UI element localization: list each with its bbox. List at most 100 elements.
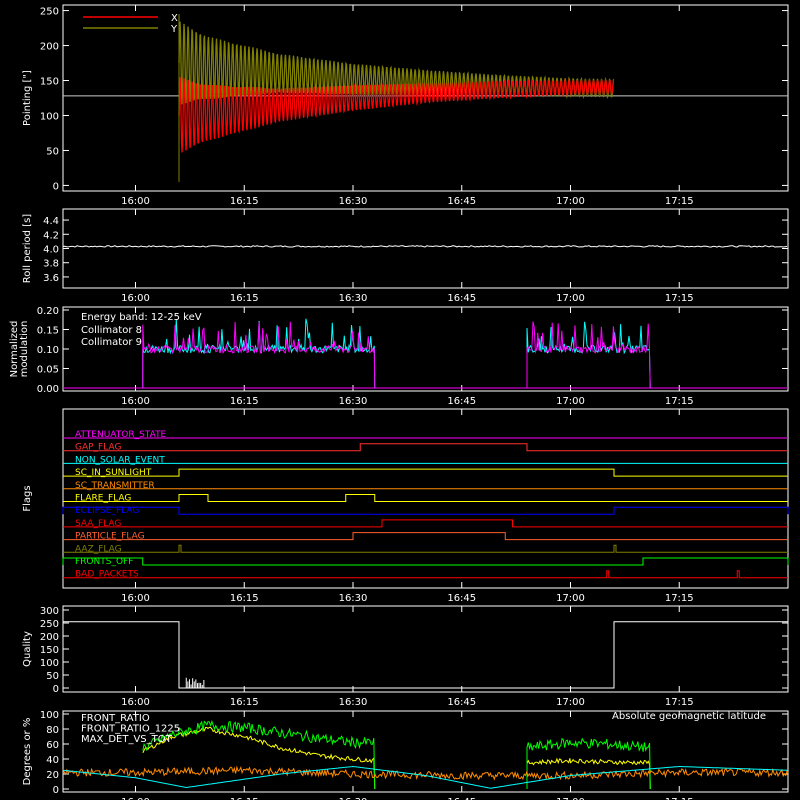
roll-period-line — [62, 245, 788, 248]
x-tick-label: 17:15 — [665, 196, 694, 207]
panel-ratios: 0 20 40 60 80 100 16:00 16:15 16:30 16:45 17:00 17:… — [22, 710, 789, 800]
y-axis-label: Quality — [22, 631, 33, 667]
panel-frame — [62, 208, 789, 289]
x-tick-label: 16:15 — [230, 293, 259, 304]
y-axis-label: Normalized — [9, 321, 20, 378]
x-tick-label: 16:30 — [339, 196, 368, 207]
x-tick-label: 16:45 — [447, 396, 476, 407]
x-tick-label: 16:45 — [447, 797, 476, 800]
series-front-ratio-line — [526, 757, 651, 790]
x-tick-label: 16:00 — [121, 797, 150, 800]
flag-line-eclipse-flag — [62, 506, 789, 515]
y-tick-label: 50 — [46, 671, 59, 682]
quality-line — [63, 621, 788, 689]
x-tick-label: 16:30 — [339, 797, 368, 800]
x-tick-label: 16:15 — [230, 593, 259, 604]
x-tick-label: 16:00 — [121, 196, 150, 207]
series-collimator-8-line — [526, 321, 651, 389]
series-front-ratio-1225-line — [142, 719, 376, 790]
y-tick-label: 60 — [46, 740, 59, 751]
x-tick-label: 16:45 — [447, 293, 476, 304]
x-tick-label: 17:15 — [665, 396, 694, 407]
legend-label-collimator-8: Collimator 8 — [81, 325, 142, 336]
x-tick-label: 16:00 — [121, 697, 150, 708]
y-axis-label: Degrees or % — [22, 718, 33, 786]
y-tick-label: 200 — [40, 42, 59, 53]
y-tick-label: 0 — [53, 684, 59, 695]
y-tick-label: 0.20 — [37, 306, 59, 317]
series-max-det-vs-tot-line — [62, 765, 789, 781]
y-axis-label: modulation — [19, 321, 30, 378]
panel-frame — [62, 605, 789, 693]
series-front-ratio-1225-line — [526, 737, 651, 790]
y-tick-label: 250 — [40, 7, 59, 18]
y-tick-label: 100 — [40, 710, 59, 721]
flag-label-aaz-flag: AAZ_FLAG — [75, 544, 122, 554]
panel-flags: 16:00 16:15 16:30 16:45 17:00 17:15 Flags ATTEN… — [22, 408, 789, 604]
x-tick-label: 17:00 — [556, 797, 585, 800]
panel-quality: 0 50 100 150 200 250 300 16:00 16:15 16:30 16:45 17… — [22, 605, 789, 708]
legend-label-front-ratio-1225: FRONT_RATIO_1225 — [81, 724, 180, 735]
x-tick-label: 16:00 — [121, 396, 150, 407]
flag-line-fronts-off — [62, 557, 789, 566]
y-tick-label: 80 — [46, 725, 59, 736]
panel-pointing: 0 50 100 150 200 250 16:00 16:15 16:30 16:45 17:00… — [22, 4, 789, 207]
x-tick-label: 17:00 — [556, 593, 585, 604]
flag-label-bad-packets: BAD_PACKETS — [75, 570, 139, 580]
x-tick-label: 17:15 — [665, 593, 694, 604]
panel-roll: 3.6 3.8 4.0 4.2 4.4 16:00 16:15 16:30 16:45 17:00… — [22, 208, 789, 304]
x-tick-label: 16:00 — [121, 293, 150, 304]
y-axis-label: Pointing ["] — [22, 70, 33, 126]
flag-label-eclipse-flag: ECLIPSE_FLAG — [75, 506, 139, 516]
y-tick-label: 200 — [40, 632, 59, 643]
x-tick-label: 16:15 — [230, 196, 259, 207]
flag-label-attenuator-state: ATTENUATOR_STATE — [75, 430, 167, 440]
flag-label-saa-flag: SAA_FLAG — [75, 519, 121, 529]
legend-label-x: X — [171, 13, 178, 24]
x-tick-label: 16:30 — [339, 396, 368, 407]
y-tick-label: 150 — [40, 645, 59, 656]
x-tick-label: 17:00 — [556, 196, 585, 207]
y-tick-label: 3.8 — [43, 259, 59, 270]
panel-frame — [62, 4, 789, 192]
flag-line-aaz-flag — [63, 544, 788, 553]
legend-label-collimator-9: Collimator 9 — [81, 337, 142, 348]
flag-line-saa-flag — [63, 519, 788, 528]
y-tick-label: 300 — [40, 606, 59, 617]
y-tick-label: 100 — [40, 658, 59, 669]
x-tick-label: 16:15 — [230, 396, 259, 407]
series-x-line — [178, 77, 615, 153]
series-absolute-geomagnetic-latitude-line — [62, 765, 789, 789]
y-tick-label: 100 — [40, 111, 59, 122]
y-tick-label: 20 — [46, 770, 59, 781]
x-tick-label: 16:45 — [447, 593, 476, 604]
y-tick-label: 150 — [40, 77, 59, 88]
y-axis-label: Roll period [s] — [22, 214, 33, 283]
legend-label-geomagnetic-latitude: Absolute geomagnetic latitude — [612, 711, 766, 722]
y-tick-label: 0.10 — [37, 345, 59, 356]
y-tick-label: 50 — [46, 146, 59, 157]
flag-line-particle-flag — [63, 532, 788, 541]
flag-label-fronts-off: FRONTS_OFF — [75, 557, 133, 567]
y-tick-label: 4.4 — [43, 216, 59, 227]
x-tick-label: 17:00 — [556, 293, 585, 304]
x-tick-label: 16:45 — [447, 196, 476, 207]
flag-label-non-solar-event: NON_SOLAR_EVENT — [75, 455, 165, 465]
x-tick-label: 16:30 — [339, 593, 368, 604]
flag-label-sc-transmitter: SC_TRANSMITTER — [75, 481, 155, 491]
flag-line-bad-packets — [63, 570, 788, 579]
legend-label-max-det-vs-tot: MAX_DET_VS_TOT — [81, 734, 173, 745]
flag-label-gap-flag: GAP_FLAG — [75, 443, 121, 453]
x-tick-label: 17:15 — [665, 293, 694, 304]
y-tick-label: 0.00 — [37, 384, 59, 395]
x-tick-label: 17:00 — [556, 697, 585, 708]
x-tick-label: 17:15 — [665, 697, 694, 708]
flag-label-sc-in-sunlight: SC_IN_SUNLIGHT — [75, 468, 152, 478]
series-collimator-9-line — [142, 321, 376, 389]
y-tick-label: 0.15 — [37, 326, 59, 337]
y-tick-label: 3.6 — [43, 273, 59, 284]
y-axis-label: Flags — [22, 485, 33, 511]
x-tick-label: 16:00 — [121, 593, 150, 604]
x-tick-label: 17:00 — [556, 396, 585, 407]
